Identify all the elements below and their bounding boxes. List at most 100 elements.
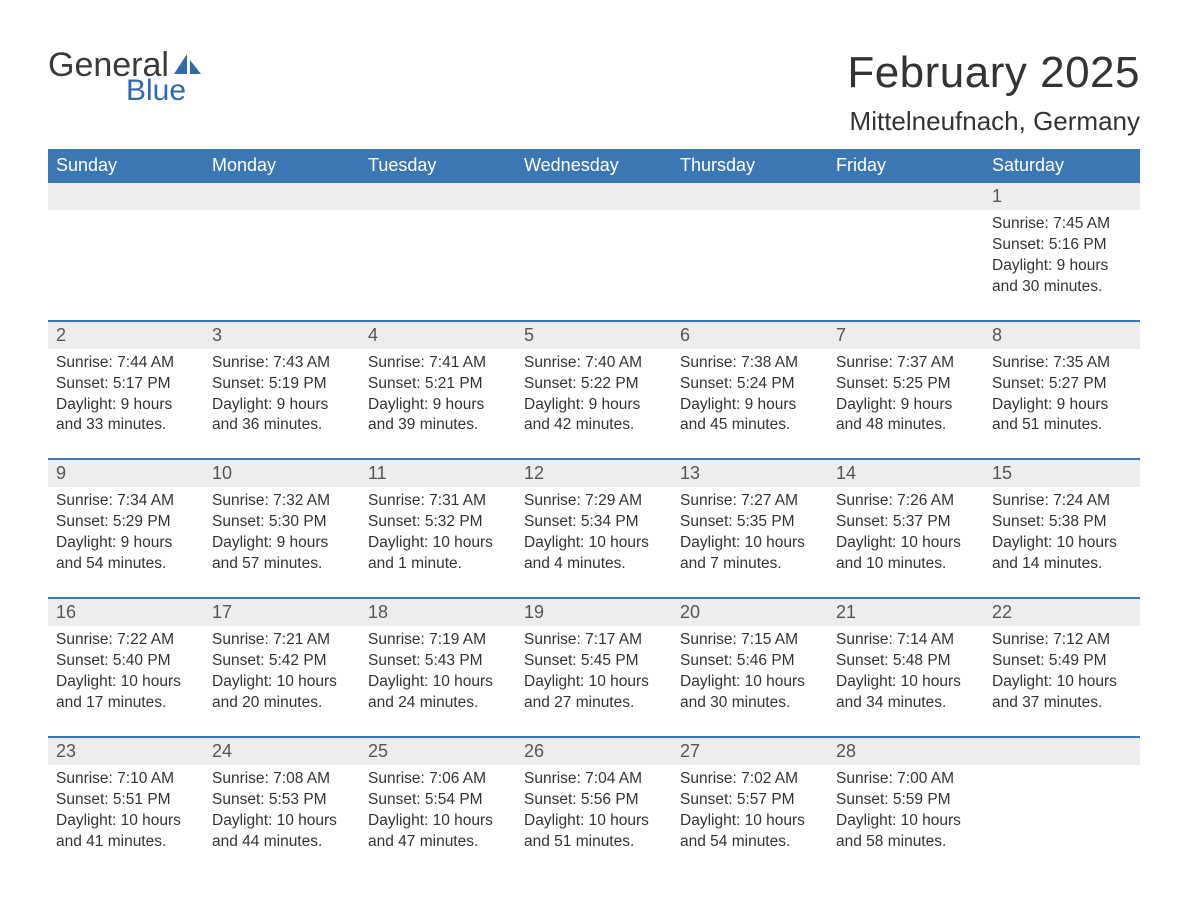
- month-title: February 2025: [847, 48, 1140, 98]
- daylight-line: Daylight: 10 hours and 14 minutes.: [992, 533, 1132, 575]
- daylight-line: Daylight: 10 hours and 27 minutes.: [524, 672, 664, 714]
- sunset-line: Sunset: 5:48 PM: [836, 651, 976, 672]
- sunset-line: Sunset: 5:45 PM: [524, 651, 664, 672]
- day-number: 24: [204, 738, 360, 765]
- day-number: 1: [984, 183, 1140, 210]
- day-cell: Sunrise: 7:19 AMSunset: 5:43 PMDaylight:…: [360, 626, 516, 716]
- sunset-line: Sunset: 5:25 PM: [836, 374, 976, 395]
- day-cell: Sunrise: 7:38 AMSunset: 5:24 PMDaylight:…: [672, 349, 828, 439]
- day-cell: Sunrise: 7:32 AMSunset: 5:30 PMDaylight:…: [204, 487, 360, 577]
- day-number: 23: [48, 738, 204, 765]
- sunrise-line: Sunrise: 7:40 AM: [524, 353, 664, 374]
- day-cell: [672, 210, 828, 300]
- sunrise-line: Sunrise: 7:45 AM: [992, 214, 1132, 235]
- daylight-line: Daylight: 10 hours and 41 minutes.: [56, 811, 196, 853]
- dow-tuesday: Tuesday: [360, 149, 516, 183]
- sunrise-line: Sunrise: 7:19 AM: [368, 630, 508, 651]
- sunset-line: Sunset: 5:35 PM: [680, 512, 820, 533]
- day-cell: Sunrise: 7:31 AMSunset: 5:32 PMDaylight:…: [360, 487, 516, 577]
- sunset-line: Sunset: 5:53 PM: [212, 790, 352, 811]
- title-block: February 2025 Mittelneufnach, Germany: [847, 48, 1140, 137]
- day-number: 19: [516, 599, 672, 626]
- day-cell: [516, 210, 672, 300]
- sunset-line: Sunset: 5:34 PM: [524, 512, 664, 533]
- day-cell: Sunrise: 7:06 AMSunset: 5:54 PMDaylight:…: [360, 765, 516, 855]
- daylight-line: Daylight: 9 hours and 45 minutes.: [680, 395, 820, 437]
- day-cell: Sunrise: 7:29 AMSunset: 5:34 PMDaylight:…: [516, 487, 672, 577]
- sunset-line: Sunset: 5:17 PM: [56, 374, 196, 395]
- day-number: 8: [984, 322, 1140, 349]
- dow-friday: Friday: [828, 149, 984, 183]
- sunset-line: Sunset: 5:32 PM: [368, 512, 508, 533]
- sunrise-line: Sunrise: 7:22 AM: [56, 630, 196, 651]
- day-number: 12: [516, 460, 672, 487]
- daylight-line: Daylight: 10 hours and 34 minutes.: [836, 672, 976, 714]
- dow-wednesday: Wednesday: [516, 149, 672, 183]
- day-number: 27: [672, 738, 828, 765]
- day-cell: Sunrise: 7:41 AMSunset: 5:21 PMDaylight:…: [360, 349, 516, 439]
- calendar: SundayMondayTuesdayWednesdayThursdayFrid…: [48, 149, 1140, 874]
- day-cell: Sunrise: 7:21 AMSunset: 5:42 PMDaylight:…: [204, 626, 360, 716]
- sunset-line: Sunset: 5:51 PM: [56, 790, 196, 811]
- daylight-line: Daylight: 10 hours and 20 minutes.: [212, 672, 352, 714]
- daylight-line: Daylight: 10 hours and 17 minutes.: [56, 672, 196, 714]
- daylight-line: Daylight: 9 hours and 30 minutes.: [992, 256, 1132, 298]
- week-row: 9101112131415Sunrise: 7:34 AMSunset: 5:2…: [48, 458, 1140, 597]
- logo: General Blue: [48, 48, 203, 106]
- day-number: [48, 183, 204, 210]
- day-cell: Sunrise: 7:40 AMSunset: 5:22 PMDaylight:…: [516, 349, 672, 439]
- sunset-line: Sunset: 5:22 PM: [524, 374, 664, 395]
- day-cell: [984, 765, 1140, 855]
- daylight-line: Daylight: 9 hours and 51 minutes.: [992, 395, 1132, 437]
- day-cell: Sunrise: 7:17 AMSunset: 5:45 PMDaylight:…: [516, 626, 672, 716]
- day-number: [828, 183, 984, 210]
- day-cell: Sunrise: 7:02 AMSunset: 5:57 PMDaylight:…: [672, 765, 828, 855]
- sunrise-line: Sunrise: 7:43 AM: [212, 353, 352, 374]
- day-number: 4: [360, 322, 516, 349]
- day-number: 10: [204, 460, 360, 487]
- day-cell: Sunrise: 7:34 AMSunset: 5:29 PMDaylight:…: [48, 487, 204, 577]
- sunset-line: Sunset: 5:57 PM: [680, 790, 820, 811]
- daylight-line: Daylight: 10 hours and 4 minutes.: [524, 533, 664, 575]
- day-number: [360, 183, 516, 210]
- sunset-line: Sunset: 5:38 PM: [992, 512, 1132, 533]
- sunset-line: Sunset: 5:43 PM: [368, 651, 508, 672]
- day-cell: Sunrise: 7:24 AMSunset: 5:38 PMDaylight:…: [984, 487, 1140, 577]
- day-number: [984, 738, 1140, 765]
- day-number: 11: [360, 460, 516, 487]
- day-cell: [204, 210, 360, 300]
- day-number: 18: [360, 599, 516, 626]
- sail-icon: [173, 52, 203, 76]
- daylight-line: Daylight: 10 hours and 10 minutes.: [836, 533, 976, 575]
- location-label: Mittelneufnach, Germany: [847, 106, 1140, 137]
- sunrise-line: Sunrise: 7:24 AM: [992, 491, 1132, 512]
- day-of-week-header: SundayMondayTuesdayWednesdayThursdayFrid…: [48, 149, 1140, 183]
- sunset-line: Sunset: 5:40 PM: [56, 651, 196, 672]
- day-number: 9: [48, 460, 204, 487]
- day-number: 28: [828, 738, 984, 765]
- daynum-row: 1: [48, 183, 1140, 210]
- day-cell: Sunrise: 7:15 AMSunset: 5:46 PMDaylight:…: [672, 626, 828, 716]
- dow-monday: Monday: [204, 149, 360, 183]
- daynum-row: 16171819202122: [48, 599, 1140, 626]
- day-cell: Sunrise: 7:27 AMSunset: 5:35 PMDaylight:…: [672, 487, 828, 577]
- daylight-line: Daylight: 9 hours and 33 minutes.: [56, 395, 196, 437]
- day-number: 6: [672, 322, 828, 349]
- day-cell: Sunrise: 7:00 AMSunset: 5:59 PMDaylight:…: [828, 765, 984, 855]
- daylight-line: Daylight: 10 hours and 47 minutes.: [368, 811, 508, 853]
- daylight-line: Daylight: 10 hours and 58 minutes.: [836, 811, 976, 853]
- day-cell: Sunrise: 7:10 AMSunset: 5:51 PMDaylight:…: [48, 765, 204, 855]
- day-cell: Sunrise: 7:43 AMSunset: 5:19 PMDaylight:…: [204, 349, 360, 439]
- day-cell: Sunrise: 7:08 AMSunset: 5:53 PMDaylight:…: [204, 765, 360, 855]
- dow-saturday: Saturday: [984, 149, 1140, 183]
- sunrise-line: Sunrise: 7:10 AM: [56, 769, 196, 790]
- daycontent-row: Sunrise: 7:34 AMSunset: 5:29 PMDaylight:…: [48, 487, 1140, 597]
- day-cell: Sunrise: 7:45 AMSunset: 5:16 PMDaylight:…: [984, 210, 1140, 300]
- daylight-line: Daylight: 10 hours and 37 minutes.: [992, 672, 1132, 714]
- daylight-line: Daylight: 9 hours and 54 minutes.: [56, 533, 196, 575]
- daycontent-row: Sunrise: 7:45 AMSunset: 5:16 PMDaylight:…: [48, 210, 1140, 320]
- sunrise-line: Sunrise: 7:35 AM: [992, 353, 1132, 374]
- sunset-line: Sunset: 5:46 PM: [680, 651, 820, 672]
- daylight-line: Daylight: 10 hours and 51 minutes.: [524, 811, 664, 853]
- daynum-row: 9101112131415: [48, 460, 1140, 487]
